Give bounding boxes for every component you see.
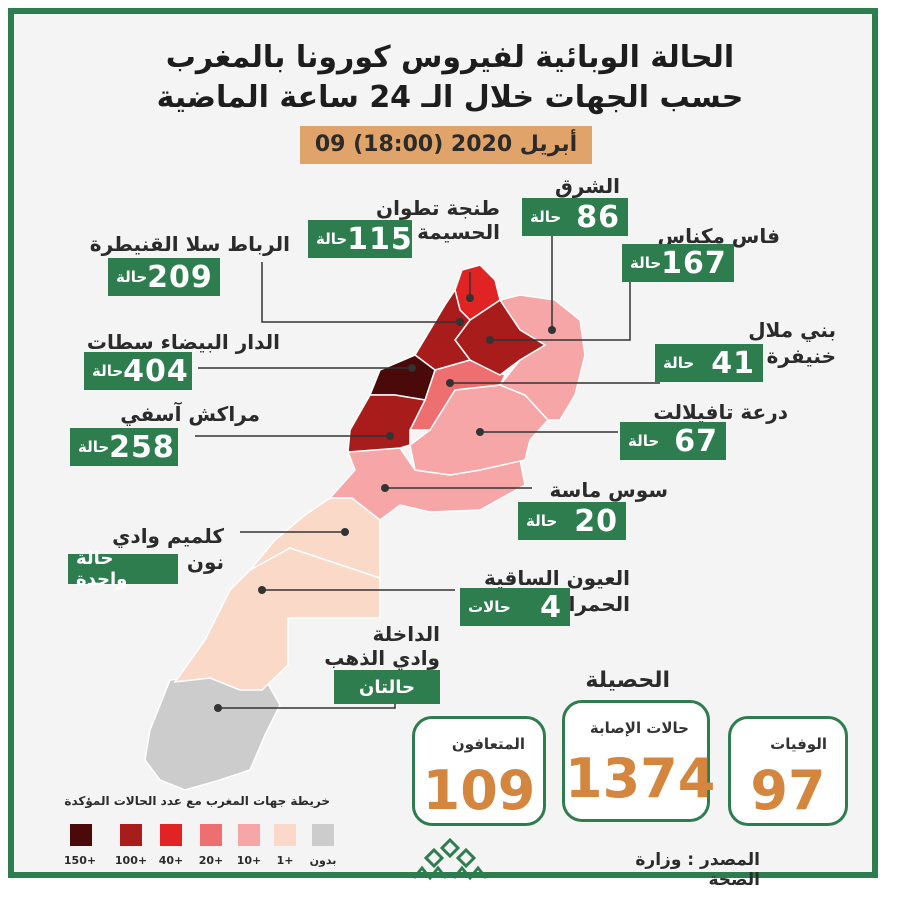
region-count-souss: 20: [574, 503, 618, 539]
legend-swatch-150: [70, 824, 92, 846]
cases-label: حالات الإصابة: [589, 719, 689, 737]
page-title-line-2: حسب الجهات خلال الـ 24 ساعة الماضية: [156, 80, 744, 115]
legend-label-none: بدون: [309, 854, 337, 867]
cases-card: حالات الإصابة 1374: [562, 700, 716, 822]
region-label-dakhla-2: وادي الذهب: [324, 646, 440, 670]
region-unit-marrakech: حالة: [78, 438, 110, 456]
deaths-value: 97: [750, 759, 826, 822]
region-unit-draa: حالة: [628, 432, 660, 450]
region-badge-beni: حالة 41: [655, 344, 763, 382]
recovered-label: المتعافون: [451, 735, 525, 753]
region-count-draa: 67: [674, 423, 718, 459]
region-badge-draa: حالة 67: [620, 422, 726, 460]
region-casa-shape: [368, 354, 436, 401]
region-label-rabat: الرباط سلا القنيطرة: [89, 232, 290, 256]
region-label-casa: الدار البيضاء سطات: [86, 330, 280, 354]
region-label-tanger: طنجة تطوان: [376, 196, 500, 220]
region-text-dakhla: حالتان: [359, 676, 415, 698]
region-count-rabat: 209: [147, 259, 213, 295]
region-unit-souss: حالة: [526, 512, 558, 530]
region-rabat-shape: [414, 288, 472, 371]
region-unit-tanger: حالة: [316, 230, 348, 248]
legend-label-1: 1+: [276, 854, 294, 867]
region-badge-souss: حالة 20: [518, 502, 626, 540]
region-label-tanger-2: الحسيمة: [417, 220, 500, 244]
region-count-laayoune: 4: [540, 589, 562, 625]
legend-label-10: 10+: [236, 854, 262, 867]
region-unit-oriental: حالة: [530, 208, 562, 226]
legend-swatch-40: [160, 824, 182, 846]
deaths-label: الوفيات: [770, 735, 827, 753]
legend-title: خريطة جهات المغرب مع عدد الحالات المؤكدة: [64, 794, 330, 808]
region-count-beni: 41: [711, 345, 755, 381]
region-text-guelmim: حالة واحدة: [76, 548, 128, 590]
region-badge-oriental: حالة 86: [522, 198, 628, 236]
region-count-tanger: 115: [347, 221, 413, 257]
region-label-guelmim-2: نون: [186, 550, 224, 574]
legend-swatch-100: [120, 824, 142, 846]
legend-swatch-10: [238, 824, 260, 846]
region-label-dakhla: الداخلة: [372, 622, 440, 646]
region-label-laayoune: العيون الساقية: [483, 566, 630, 590]
legend-swatch-1: [274, 824, 296, 846]
totals-title: الحصيلة: [585, 668, 670, 693]
region-badge-dakhla: حالتان: [334, 670, 440, 704]
region-unit-casa: حالة: [92, 362, 124, 380]
region-count-oriental: 86: [576, 199, 620, 235]
legend-label-40: 40+: [158, 854, 184, 867]
region-count-casa: 404: [123, 353, 189, 389]
region-label-draa: درعة تافيلالت: [653, 400, 788, 424]
source-text: المصدر : وزارة الصحة: [635, 850, 760, 890]
region-unit-beni: حالة: [663, 354, 695, 372]
region-badge-marrakech: حالة 258: [70, 428, 178, 466]
region-badge-rabat: حالة 209: [108, 258, 220, 296]
region-marrakech-shape: [347, 394, 427, 453]
region-label-guelmim: كلميم وادي: [112, 524, 224, 548]
region-label-laayoune-2: الحمراء: [558, 592, 630, 616]
recovered-card: المتعافون 109: [412, 716, 546, 826]
region-label-beni: بني ملال: [748, 318, 836, 342]
ministry-emblem-icon: [412, 837, 488, 881]
deaths-card: الوفيات 97: [728, 716, 848, 826]
region-label-beni-2: خنيفرة: [766, 344, 836, 368]
region-badge-guelmim: حالة واحدة: [68, 548, 178, 590]
recovered-value: 109: [422, 759, 536, 822]
region-unit-rabat: حالة: [116, 268, 148, 286]
legend-label-150: 150+: [63, 854, 97, 867]
page-title-line-1: الحالة الوبائية لفيروس كورونا بالمغرب: [165, 40, 735, 75]
region-badge-casa: حالة 404: [84, 352, 192, 390]
date-banner: 09 أبريل 2020 (18:00): [300, 126, 592, 164]
cases-value: 1374: [565, 747, 716, 810]
legend-label-20: 20+: [198, 854, 224, 867]
region-label-marrakech: مراكش آسفي: [120, 402, 260, 426]
region-label-oriental: الشرق: [554, 174, 620, 198]
region-dakhla-shape: [144, 669, 281, 791]
region-badge-tanger: حالة 115: [308, 220, 412, 258]
region-unit-laayoune: حالات: [468, 598, 511, 616]
region-count-fes: 167: [661, 245, 727, 281]
region-badge-fes: حالة 167: [622, 244, 734, 282]
region-unit-fes: حالة: [630, 254, 662, 272]
region-count-marrakech: 258: [109, 429, 175, 465]
region-label-souss: سوس ماسة: [549, 478, 668, 502]
legend-swatch-none: [312, 824, 334, 846]
legend-swatch-20: [200, 824, 222, 846]
legend-label-100: 100+: [114, 854, 148, 867]
region-badge-laayoune: حالات 4: [460, 588, 570, 626]
